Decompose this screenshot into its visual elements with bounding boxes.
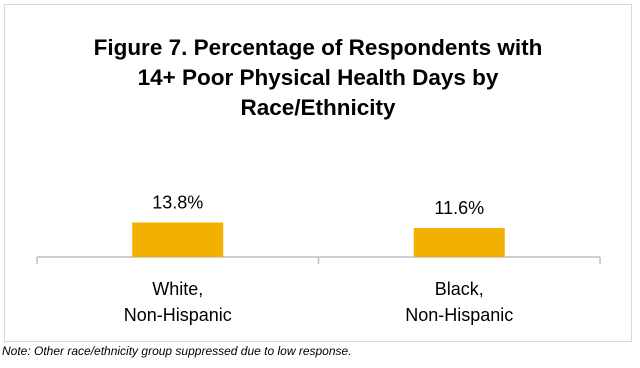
category-tick-label: Non-Hispanic (124, 305, 232, 325)
bar (132, 222, 224, 257)
data-label: 13.8% (152, 193, 203, 213)
data-label: 11.6% (434, 198, 484, 218)
chart-title-line-3: Race/Ethnicity (240, 95, 396, 120)
chart-note: Note: Other race/ethnicity group suppres… (2, 344, 352, 358)
bar-chart: 13.8% White, Non-Hispanic 11.6% Black, Non-Hi… (36, 193, 601, 325)
chart-title-line-2: 14+ Poor Physical Health Days by (137, 65, 499, 90)
category-tick-label: White, (152, 279, 203, 299)
chart-title-line-1: Figure 7. Percentage of Respondents with (93, 35, 543, 60)
category-tick-label: Non-Hispanic (405, 305, 513, 325)
chart-title: Figure 7. Percentage of Respondents with… (5, 33, 631, 123)
bar (413, 228, 505, 257)
category-tick-label: Black, (435, 279, 484, 299)
chart-frame: Figure 7. Percentage of Respondents with… (4, 4, 632, 342)
